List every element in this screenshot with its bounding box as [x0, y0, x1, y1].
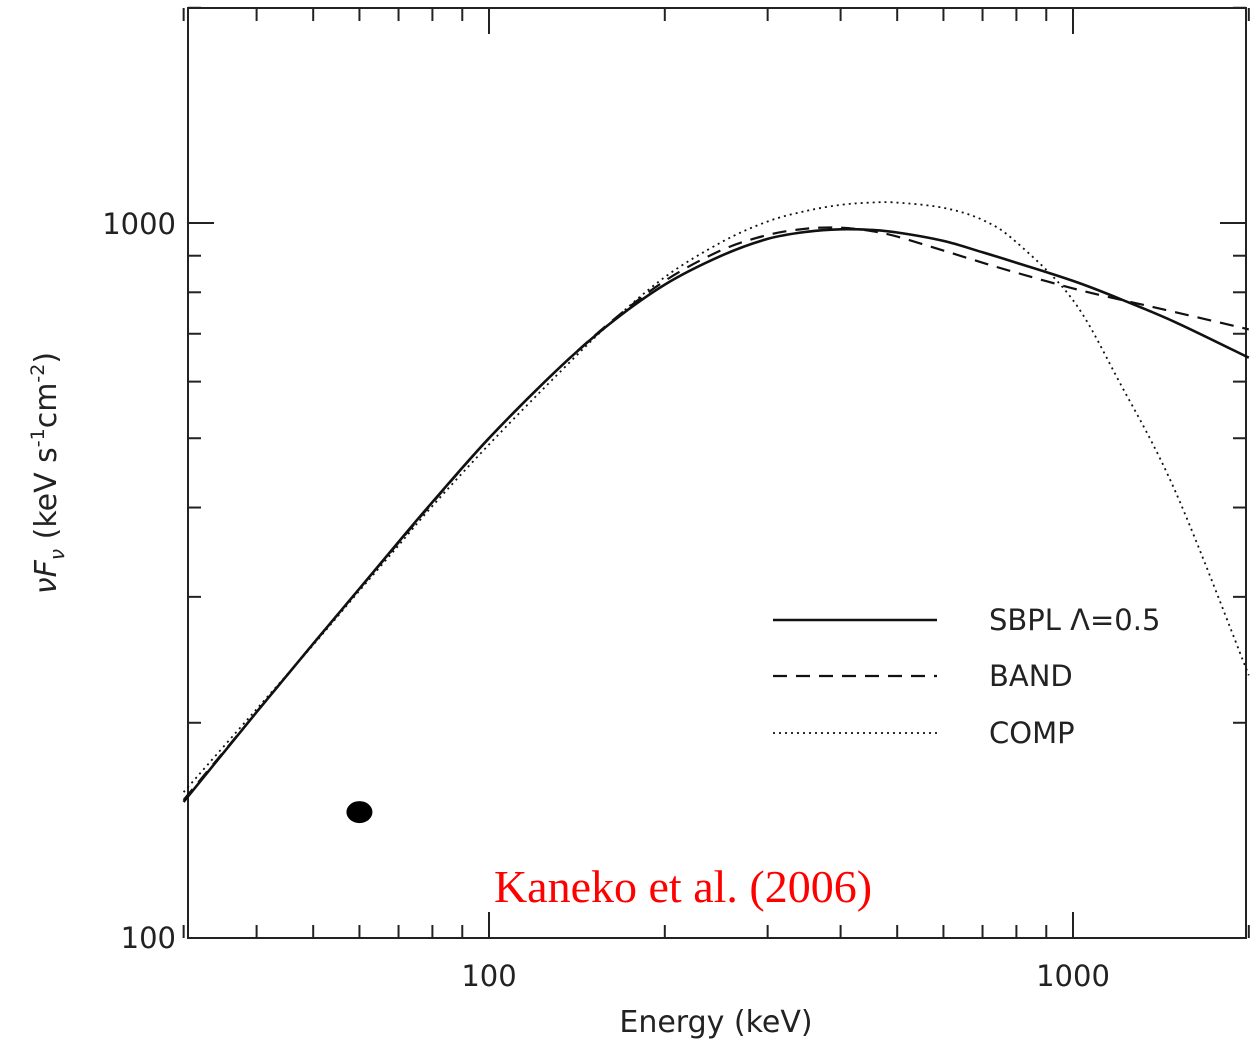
legend-label-sbpl: SBPL Λ=0.5 — [989, 603, 1160, 637]
plot-frame — [187, 7, 1247, 939]
legend-label-comp: COMP — [989, 716, 1075, 750]
legend: SBPL Λ=0.5 BAND COMP — [773, 603, 1160, 750]
y-tick-label-100: 100 — [121, 921, 176, 955]
y-tick-label-1000: 1000 — [102, 207, 176, 241]
series-comp-line — [182, 201, 1250, 793]
x-tick-label-1000: 1000 — [1036, 959, 1110, 993]
series-sbpl-line — [182, 227, 1250, 803]
data-marker — [346, 801, 373, 824]
legend-label-band: BAND — [989, 659, 1073, 693]
x-tick-label-100: 100 — [461, 959, 516, 993]
series-band-line — [182, 226, 1250, 801]
x-axis-label: Energy (keV) — [619, 1005, 812, 1040]
y-axis-label: νFν (keV s-1cm-2) — [27, 352, 69, 594]
axis-ticks — [182, 6, 1250, 939]
series-layer — [182, 201, 1250, 803]
citation-annotation: Kaneko et al. (2006) — [494, 861, 872, 912]
